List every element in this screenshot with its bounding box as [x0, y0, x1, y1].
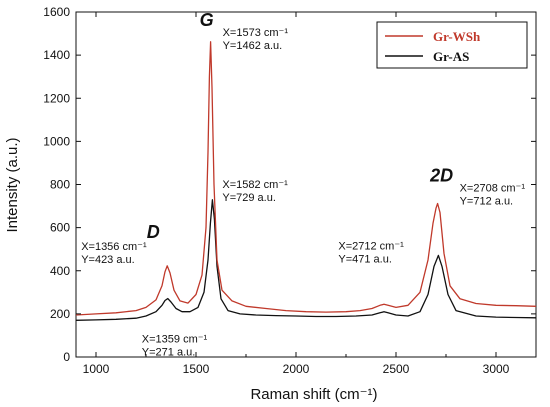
y-tick-label-0: 0: [63, 350, 70, 364]
legend-box: [376, 21, 528, 69]
annotation-y-value: Y=471 a.u.: [338, 253, 392, 265]
x-axis-title: Raman shift (cm⁻¹): [250, 386, 377, 403]
y-tick-label-1000: 1000: [43, 134, 70, 148]
annotation-y-value: Y=423 a.u.: [81, 254, 135, 266]
y-tick-label-200: 200: [50, 307, 70, 321]
ticks-layer: 1000 1500 2000 2500 3000 0 200 400 600 800 1000 120…: [43, 5, 536, 376]
y-tick-label-1600: 1600: [43, 5, 70, 19]
y-tick-label-600: 600: [50, 221, 70, 235]
annotation-x-value: X=1359 cm⁻¹: [142, 334, 208, 346]
peak-label-2d: 2D: [429, 165, 453, 185]
annotation-y-value: Y=1462 a.u.: [223, 40, 283, 52]
data-annotation: X=1573 cm⁻¹Y=1462 a.u.: [223, 27, 289, 52]
legend-label-1: Gr-AS: [433, 49, 469, 64]
annotation-x-value: X=1582 cm⁻¹: [222, 179, 288, 191]
legend-label-0: Gr-WSh: [433, 29, 481, 44]
series-line-gr-wsh: [75, 41, 537, 316]
annotation-x-value: X=1573 cm⁻¹: [223, 27, 289, 39]
series-layer: [75, 41, 537, 321]
annotation-y-value: Y=712 a.u.: [460, 195, 514, 207]
peak-label-d: D: [147, 222, 160, 242]
data-annotation: X=1582 cm⁻¹Y=729 a.u.: [222, 179, 288, 204]
y-axis-title: Intensity (a.u.): [4, 137, 21, 232]
series-line-gr-as: [75, 199, 537, 321]
peak-label-g: G: [200, 10, 214, 30]
annotation-y-value: Y=729 a.u.: [222, 192, 276, 204]
y-tick-label-400: 400: [50, 264, 70, 278]
data-annotation: X=1359 cm⁻¹Y=271 a.u.: [142, 334, 208, 359]
y-tick-label-800: 800: [50, 178, 70, 192]
annotation-x-value: X=2712 cm⁻¹: [338, 240, 404, 252]
annotation-x-value: X=1356 cm⁻¹: [81, 241, 147, 253]
y-tick-label-1200: 1200: [43, 91, 70, 105]
y-tick-label-1400: 1400: [43, 48, 70, 62]
x-tick-label-3000: 3000: [483, 362, 510, 376]
x-tick-label-1000: 1000: [83, 362, 110, 376]
data-annotation: X=1356 cm⁻¹Y=423 a.u.: [81, 241, 147, 266]
legend: Gr-WSh Gr-AS: [376, 21, 528, 69]
x-tick-label-1500: 1500: [183, 362, 210, 376]
annotation-y-value: Y=271 a.u.: [142, 347, 196, 359]
x-tick-label-2500: 2500: [383, 362, 410, 376]
x-tick-label-2000: 2000: [283, 362, 310, 376]
data-annotation: X=2708 cm⁻¹Y=712 a.u.: [460, 182, 526, 207]
data-annotation: X=2712 cm⁻¹Y=471 a.u.: [338, 240, 404, 265]
annotation-x-value: X=2708 cm⁻¹: [460, 182, 526, 194]
